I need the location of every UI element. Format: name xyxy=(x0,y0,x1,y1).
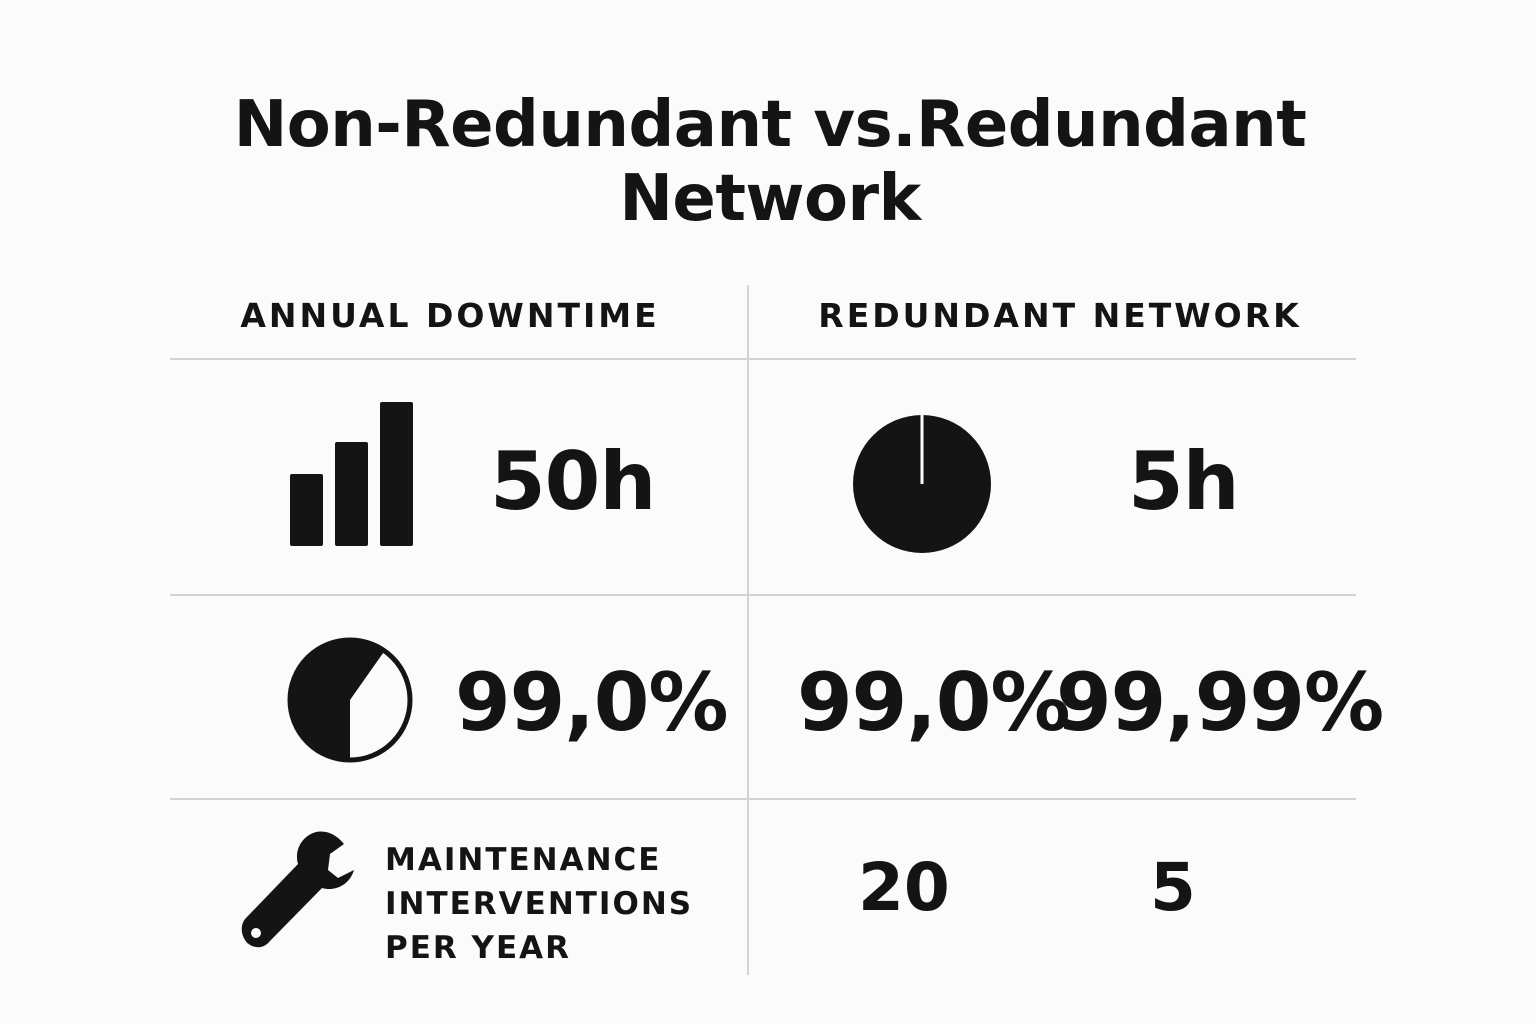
maintenance-label: MAINTENANCE INTERVENTIONS PER YEAR xyxy=(385,838,693,970)
availability-redundant-value-a: 99,0% xyxy=(797,656,1071,749)
title-line-1: Non-Redundant vs.Redundant xyxy=(233,88,1307,162)
pie-clock-icon xyxy=(853,415,991,553)
availability-redundant-value-b: 99,99% xyxy=(1056,656,1384,749)
right-column-header: REDUNDANT NETWORK xyxy=(818,296,1302,335)
row-divider-2 xyxy=(170,594,1356,596)
wrench-icon xyxy=(241,831,354,948)
maintenance-label-line-1: MAINTENANCE xyxy=(385,842,662,878)
row-divider-3 xyxy=(170,798,1356,800)
availability-non-redundant-value: 99,0% xyxy=(455,656,729,749)
maintenance-label-line-2: INTERVENTIONS xyxy=(385,886,694,922)
maintenance-value-a: 20 xyxy=(858,849,950,926)
title-line-2: Network xyxy=(619,162,921,236)
maintenance-label-line-3: PER YEAR xyxy=(385,930,572,966)
bar-chart-icon xyxy=(290,402,413,546)
pie-chart-icon xyxy=(287,637,413,763)
left-column-header: ANNUAL DOWNTIME xyxy=(240,296,660,335)
downtime-redundant-value: 5h xyxy=(1128,435,1240,528)
downtime-non-redundant-value: 50h xyxy=(490,435,656,528)
maintenance-value-b: 5 xyxy=(1150,849,1196,926)
column-divider xyxy=(747,285,749,975)
row-divider-1 xyxy=(170,358,1356,360)
page-title: Non-Redundant vs.Redundant Network xyxy=(160,88,1380,236)
